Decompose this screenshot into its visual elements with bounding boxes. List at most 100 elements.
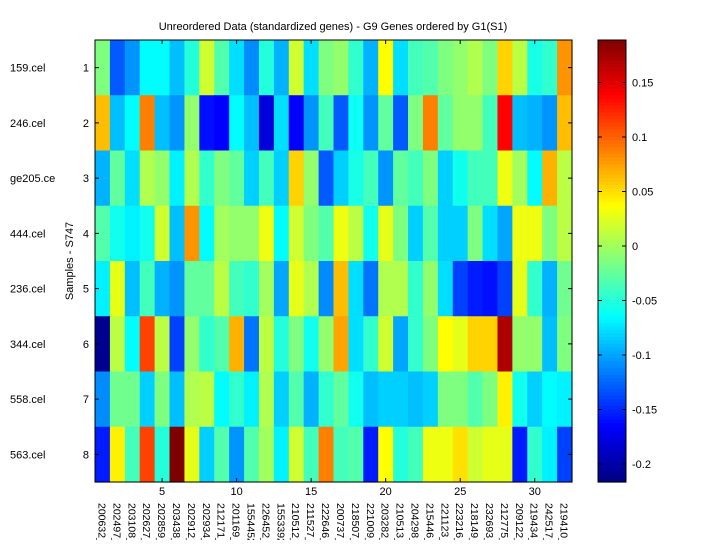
cell-r8-c11 [244, 426, 260, 483]
cell-r2-c29 [512, 95, 528, 152]
cell-r7-c5 [154, 371, 171, 428]
cell-r6-c16 [318, 316, 335, 373]
cell-r3-c10 [229, 150, 245, 207]
cell-r2-c11 [244, 95, 260, 152]
cell-r5-c10 [229, 261, 245, 317]
column-label: 221009_ [364, 503, 376, 540]
colorbar-swatch [598, 140, 626, 145]
cell-r5-c4 [139, 261, 156, 317]
colorbar-swatch [598, 368, 626, 373]
cell-r1-c13 [273, 40, 290, 96]
colorbar-swatch [598, 416, 626, 421]
colorbar-swatch [598, 133, 626, 138]
cell-r6-c2 [109, 316, 126, 373]
cell-r8-c21 [393, 426, 409, 483]
cell-r3-c7 [184, 150, 200, 207]
colorbar: 0.15 0.1 0.05 0 -0.05 -0.1 -0.15 -0.2 [597, 39, 657, 483]
column-label: 203438_ [170, 503, 182, 540]
column-label: 202859_ [155, 503, 167, 540]
colorbar-swatch [598, 347, 626, 352]
cell-r4-c26 [467, 205, 484, 262]
colorbar-swatch [598, 457, 626, 462]
column-label: 221123_ [438, 503, 450, 540]
cell-r1-c26 [467, 40, 484, 96]
colorbar-swatch [598, 423, 626, 428]
cell-r4-c7 [184, 205, 200, 262]
colorbar-swatch [598, 250, 626, 255]
cell-r6-c32 [557, 316, 573, 373]
cell-r5-c14 [288, 261, 305, 317]
colorbar-swatch [598, 46, 626, 51]
cell-r6-c6 [169, 316, 186, 373]
y-tick-label: 6 [83, 339, 89, 351]
cell-r7-c13 [273, 371, 290, 428]
cell-r8-c5 [154, 426, 171, 483]
colorbar-swatch [598, 298, 626, 304]
colorbar-swatch [598, 119, 626, 124]
cell-r1-c15 [303, 40, 320, 96]
column-label: 202627_ [140, 503, 152, 540]
colorbar-swatch [598, 164, 626, 169]
cell-r2-c25 [452, 95, 469, 152]
column-label: 232693_ [483, 503, 495, 540]
y-tick-label: 1 [83, 63, 89, 75]
cell-r2-c21 [393, 95, 409, 152]
row-label: 558.cel [10, 394, 45, 406]
cell-r4-c14 [288, 205, 305, 262]
cell-r1-c24 [437, 40, 454, 96]
colorbar-swatch [598, 112, 626, 117]
colorbar-swatch [598, 191, 626, 196]
cell-r5-c15 [303, 261, 320, 317]
cell-r6-c24 [437, 316, 454, 373]
axes: 1 159.cel 2 246.cel 3 ge205.ce 4 444.cel 5 236.ce… [10, 39, 573, 544]
cell-r7-c1 [95, 371, 111, 428]
colorbar-swatch [598, 67, 626, 72]
cell-r3-c15 [303, 150, 320, 207]
cell-r4-c17 [333, 205, 350, 262]
cell-r6-c18 [348, 316, 364, 373]
cell-r8-c31 [542, 426, 558, 483]
column-label: 226452_ [259, 503, 271, 540]
column-label: 203108_ [125, 503, 137, 540]
column-label: 212775_ [498, 503, 510, 540]
colorbar-swatch [598, 447, 626, 452]
cell-r2-c18 [348, 95, 364, 152]
cell-r5-c3 [124, 261, 141, 317]
cell-r3-c9 [214, 150, 230, 207]
colorbar-swatch [598, 364, 626, 369]
colorbar-swatch [598, 319, 626, 324]
column-label: 219434_ [528, 503, 540, 540]
y-axis-label: Samples - S747 [64, 222, 76, 300]
cell-r4-c13 [273, 205, 290, 262]
cell-r8-c17 [333, 426, 350, 483]
cell-r8-c12 [258, 426, 275, 483]
column-label: 223216_ [453, 503, 465, 540]
cell-r6-c25 [452, 316, 469, 373]
cell-r8-c32 [557, 426, 573, 483]
cell-r7-c3 [124, 371, 141, 428]
cell-r2-c32 [557, 95, 573, 152]
cell-r2-c8 [199, 95, 215, 152]
colorbar-frame [597, 39, 627, 483]
column-label: 218507_ [349, 503, 361, 540]
cell-r3-c6 [169, 150, 186, 207]
cell-r1-c25 [452, 40, 469, 96]
cell-r7-c18 [348, 371, 364, 428]
colorbar-swatch [598, 243, 626, 248]
cell-r6-c23 [422, 316, 439, 373]
cell-r3-c5 [154, 150, 171, 207]
cell-r5-c31 [542, 261, 558, 317]
colorbar-swatch [598, 464, 626, 469]
cell-r1-c5 [154, 40, 171, 96]
colorbar-swatch [598, 395, 626, 400]
colorbar-swatch [598, 236, 626, 241]
colorbar-swatch [598, 150, 626, 155]
cell-r6-c31 [542, 316, 558, 373]
cell-r8-c25 [452, 426, 469, 483]
colorbar-swatch [598, 53, 626, 58]
cell-r4-c12 [258, 205, 275, 262]
cell-r7-c2 [109, 371, 126, 428]
cell-r2-c31 [542, 95, 558, 152]
cell-r5-c20 [378, 261, 394, 317]
cell-r7-c21 [393, 371, 409, 428]
